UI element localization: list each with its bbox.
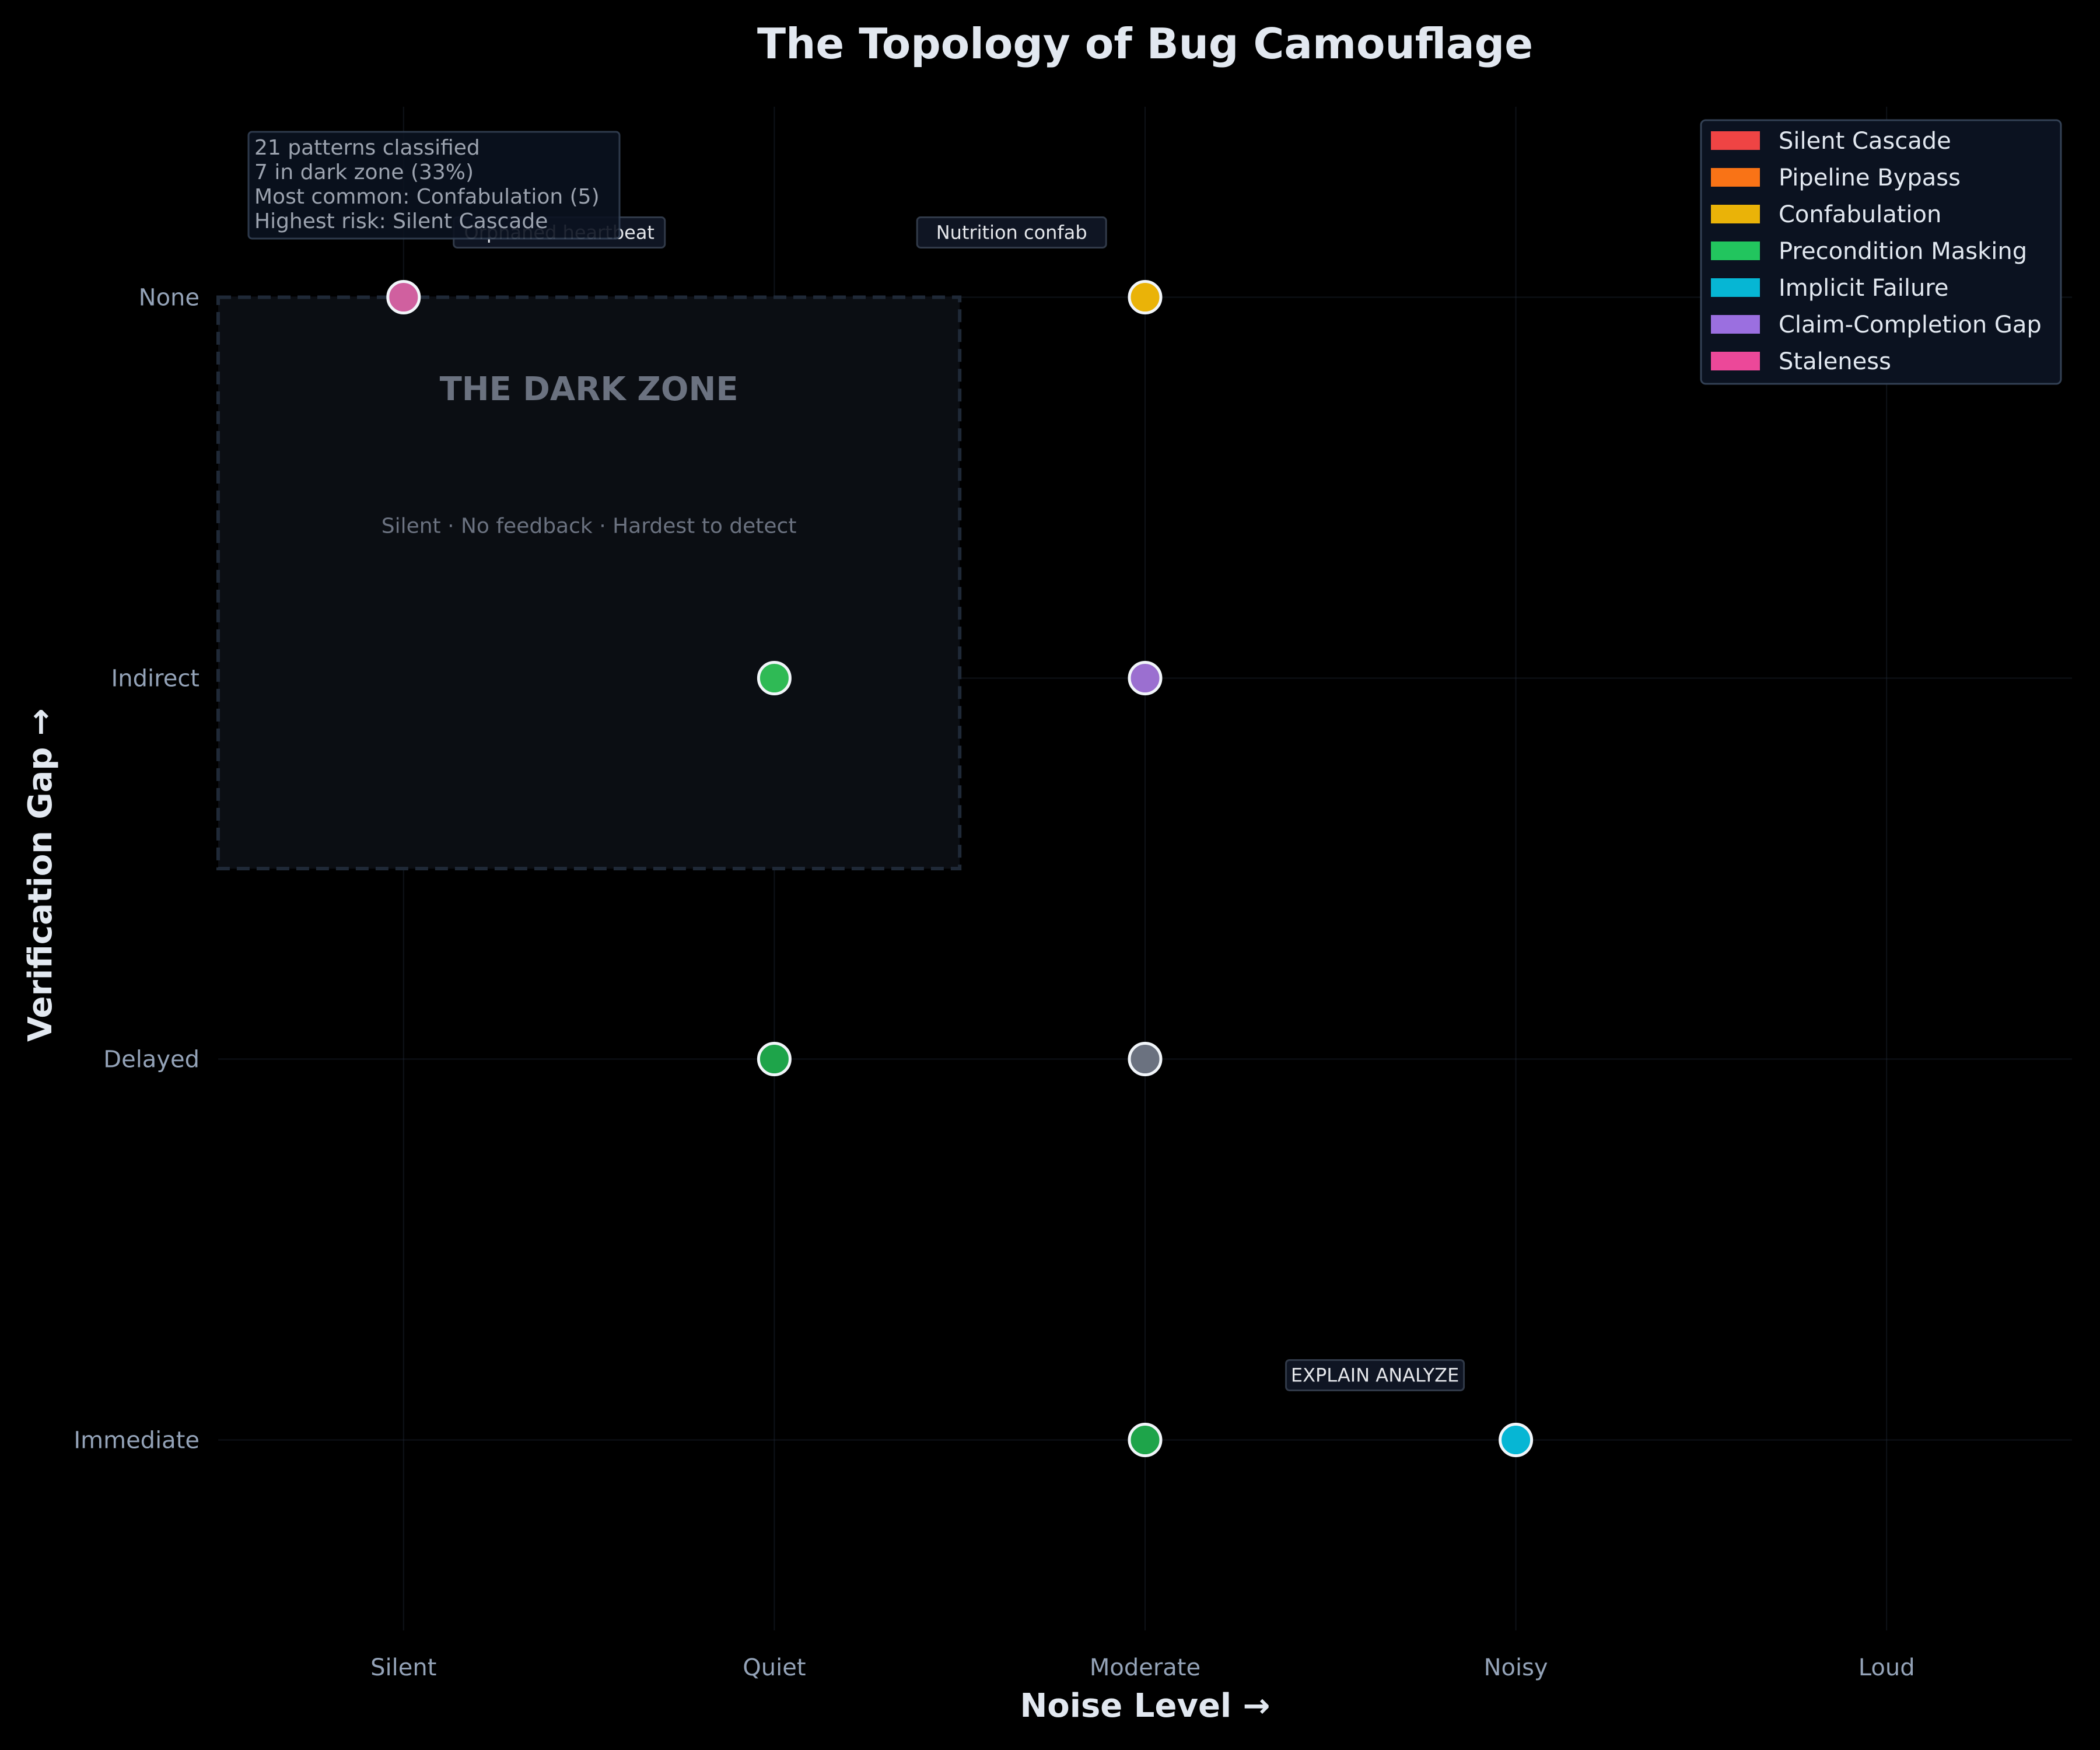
- data-points: [386, 280, 1534, 1457]
- data-point: [1128, 1042, 1163, 1076]
- chart-title: The Topology of Bug Camouflage: [757, 19, 1533, 68]
- x-tick-label: Moderate: [1090, 1654, 1200, 1681]
- dark-zone-region: [216, 295, 962, 870]
- x-tick-label: Silent: [370, 1654, 436, 1681]
- legend-label: Precondition Masking: [1779, 238, 2027, 265]
- data-point: [1128, 1423, 1163, 1457]
- legend-swatch: [1711, 131, 1760, 150]
- data-point: [1499, 1423, 1534, 1457]
- legend: Silent Cascade Pipeline Bypass Confabulati…: [1700, 119, 2062, 385]
- dark-zone-title: THE DARK ZONE: [440, 370, 738, 408]
- legend-swatch: [1711, 315, 1760, 334]
- stats-line: 21 patterns classified: [254, 136, 480, 160]
- data-point: [757, 661, 792, 695]
- legend-swatch: [1711, 242, 1760, 260]
- annotation-box: [916, 216, 1107, 249]
- y-tick-label: Delayed: [103, 1046, 200, 1073]
- legend-box: [1700, 119, 2062, 385]
- legend-label: Implicit Failure: [1779, 275, 1948, 302]
- legend-label: Claim-Completion Gap: [1779, 312, 2042, 338]
- legend-label: Confabulation: [1779, 201, 1941, 228]
- y-tick-label: Indirect: [111, 666, 200, 692]
- legend-label: Pipeline Bypass: [1779, 164, 1961, 191]
- stats-line: Most common: Confabulation (5): [254, 185, 600, 209]
- x-tick-label: Loud: [1859, 1654, 1915, 1681]
- data-point: [757, 1042, 792, 1076]
- legend-swatch: [1711, 278, 1760, 297]
- data-point: [386, 280, 421, 314]
- data-point: [1128, 280, 1163, 314]
- annotation: EXPLAIN ANALYZE: [1285, 1359, 1465, 1391]
- legend-swatch: [1711, 352, 1760, 370]
- data-point: [1128, 661, 1163, 695]
- dark-zone-subtitle: Silent · No feedback · Hardest to detect: [382, 514, 797, 538]
- annotation-box: [1285, 1359, 1465, 1391]
- y-tick-label: None: [139, 285, 200, 312]
- x-tick-label: Quiet: [743, 1654, 806, 1681]
- annotation-label: EXPLAIN ANALYZE: [1291, 1364, 1459, 1386]
- y-tick-label: Immediate: [74, 1427, 200, 1454]
- stats-box-background: [247, 131, 621, 240]
- annotation: Nutrition confab: [916, 216, 1107, 249]
- stats-line: Highest risk: Silent Cascade: [254, 209, 548, 233]
- y-axis-label: Verification Gap →: [22, 708, 60, 1042]
- annotation-label: Nutrition confab: [936, 221, 1087, 243]
- legend-label: Staleness: [1779, 348, 1891, 375]
- legend-swatch: [1711, 205, 1760, 223]
- legend-label: Silent Cascade: [1779, 128, 1951, 155]
- x-tick-label: Noisy: [1484, 1654, 1548, 1681]
- legend-swatch: [1711, 168, 1760, 187]
- x-axis-label: Noise Level →: [1020, 1687, 1270, 1725]
- stats-line: 7 in dark zone (33%): [254, 160, 474, 184]
